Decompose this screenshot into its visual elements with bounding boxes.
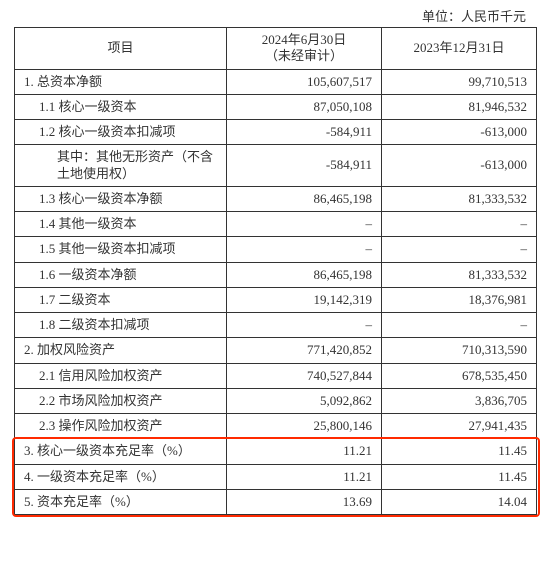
table-row: 1. 总资本净额105,607,51799,710,513 xyxy=(15,69,537,94)
row-value-col1: – xyxy=(227,237,382,262)
table-row: 1.7 二级资本19,142,31918,376,981 xyxy=(15,287,537,312)
row-label: 1.1 核心一级资本 xyxy=(15,94,227,119)
table-row: 1.6 一级资本净额86,465,19881,333,532 xyxy=(15,262,537,287)
row-value-col2: 3,836,705 xyxy=(382,388,537,413)
row-value-col2: – xyxy=(382,313,537,338)
row-value-col1: -584,911 xyxy=(227,145,382,187)
row-label: 2.1 信用风险加权资产 xyxy=(15,363,227,388)
table-row: 1.4 其他一级资本–– xyxy=(15,212,537,237)
row-value-col2: 18,376,981 xyxy=(382,287,537,312)
row-value-col1: – xyxy=(227,313,382,338)
table-container: 项目 2024年6月30日 （未经审计） 2023年12月31日 1. 总资本净… xyxy=(14,27,536,515)
table-row: 2.2 市场风险加权资产5,092,8623,836,705 xyxy=(15,388,537,413)
row-value-col2: – xyxy=(382,237,537,262)
row-label: 1.5 其他一级资本扣减项 xyxy=(15,237,227,262)
table-row: 1.2 核心一级资本扣减项-584,911-613,000 xyxy=(15,120,537,145)
row-value-col1: 5,092,862 xyxy=(227,388,382,413)
row-value-col2: 81,946,532 xyxy=(382,94,537,119)
row-value-col2: 11.45 xyxy=(382,439,537,464)
row-value-col1: 87,050,108 xyxy=(227,94,382,119)
row-value-col2: – xyxy=(382,212,537,237)
row-value-col2: 710,313,590 xyxy=(382,338,537,363)
row-value-col2: 11.45 xyxy=(382,464,537,489)
row-value-col1: 86,465,198 xyxy=(227,186,382,211)
table-row: 3. 核心一级资本充足率（%）11.2111.45 xyxy=(15,439,537,464)
row-label: 3. 核心一级资本充足率（%） xyxy=(15,439,227,464)
header-project: 项目 xyxy=(15,28,227,70)
row-label: 5. 资本充足率（%） xyxy=(15,489,227,514)
row-value-col1: 771,420,852 xyxy=(227,338,382,363)
row-label: 1.4 其他一级资本 xyxy=(15,212,227,237)
row-label: 2.3 操作风险加权资产 xyxy=(15,414,227,439)
row-label: 2.2 市场风险加权资产 xyxy=(15,388,227,413)
table-row: 1.8 二级资本扣减项–– xyxy=(15,313,537,338)
row-label: 1.2 核心一级资本扣减项 xyxy=(15,120,227,145)
row-value-col1: 105,607,517 xyxy=(227,69,382,94)
row-value-col2: -613,000 xyxy=(382,120,537,145)
header-col1: 2024年6月30日 （未经审计） xyxy=(227,28,382,70)
table-row: 其中：其他无形资产（不含土地使用权）-584,911-613,000 xyxy=(15,145,537,187)
row-value-col2: -613,000 xyxy=(382,145,537,187)
row-value-col1: 740,527,844 xyxy=(227,363,382,388)
row-label: 1. 总资本净额 xyxy=(15,69,227,94)
row-label: 1.7 二级资本 xyxy=(15,287,227,312)
row-label: 4. 一级资本充足率（%） xyxy=(15,464,227,489)
row-value-col2: 99,710,513 xyxy=(382,69,537,94)
table-header-row: 项目 2024年6月30日 （未经审计） 2023年12月31日 xyxy=(15,28,537,70)
row-value-col1: 25,800,146 xyxy=(227,414,382,439)
header-col1-line1: 2024年6月30日 xyxy=(262,32,347,47)
table-row: 2. 加权风险资产771,420,852710,313,590 xyxy=(15,338,537,363)
row-label: 1.6 一级资本净额 xyxy=(15,262,227,287)
table-row: 2.3 操作风险加权资产25,800,14627,941,435 xyxy=(15,414,537,439)
header-col2: 2023年12月31日 xyxy=(382,28,537,70)
row-value-col2: 81,333,532 xyxy=(382,186,537,211)
row-value-col2: 678,535,450 xyxy=(382,363,537,388)
table-row: 2.1 信用风险加权资产740,527,844678,535,450 xyxy=(15,363,537,388)
row-value-col2: 14.04 xyxy=(382,489,537,514)
capital-adequacy-table: 项目 2024年6月30日 （未经审计） 2023年12月31日 1. 总资本净… xyxy=(14,27,537,515)
row-label: 其中：其他无形资产（不含土地使用权） xyxy=(15,145,227,187)
unit-label: 单位：人民币千元 xyxy=(14,6,536,25)
row-value-col1: – xyxy=(227,212,382,237)
header-col1-line2: （未经审计） xyxy=(265,48,343,63)
row-value-col1: 19,142,319 xyxy=(227,287,382,312)
table-row: 1.3 核心一级资本净额86,465,19881,333,532 xyxy=(15,186,537,211)
table-row: 1.5 其他一级资本扣减项–– xyxy=(15,237,537,262)
table-row: 5. 资本充足率（%）13.6914.04 xyxy=(15,489,537,514)
table-row: 1.1 核心一级资本87,050,10881,946,532 xyxy=(15,94,537,119)
row-label: 1.3 核心一级资本净额 xyxy=(15,186,227,211)
row-value-col1: 86,465,198 xyxy=(227,262,382,287)
row-label: 1.8 二级资本扣减项 xyxy=(15,313,227,338)
row-value-col2: 81,333,532 xyxy=(382,262,537,287)
row-value-col1: 11.21 xyxy=(227,464,382,489)
row-label: 2. 加权风险资产 xyxy=(15,338,227,363)
row-value-col1: 11.21 xyxy=(227,439,382,464)
table-row: 4. 一级资本充足率（%）11.2111.45 xyxy=(15,464,537,489)
row-value-col1: 13.69 xyxy=(227,489,382,514)
row-value-col1: -584,911 xyxy=(227,120,382,145)
row-value-col2: 27,941,435 xyxy=(382,414,537,439)
